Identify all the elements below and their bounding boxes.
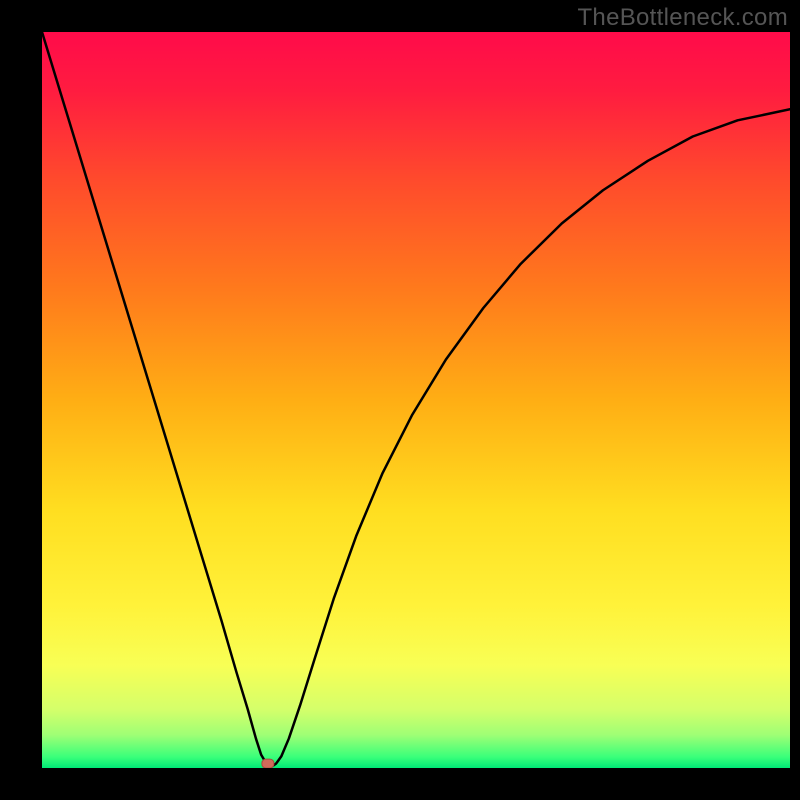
- chart-svg: [42, 32, 790, 768]
- min-point-marker: [262, 759, 274, 768]
- plot-area: [42, 32, 790, 768]
- chart-frame: TheBottleneck.com: [0, 0, 800, 800]
- watermark-text: TheBottleneck.com: [577, 4, 788, 32]
